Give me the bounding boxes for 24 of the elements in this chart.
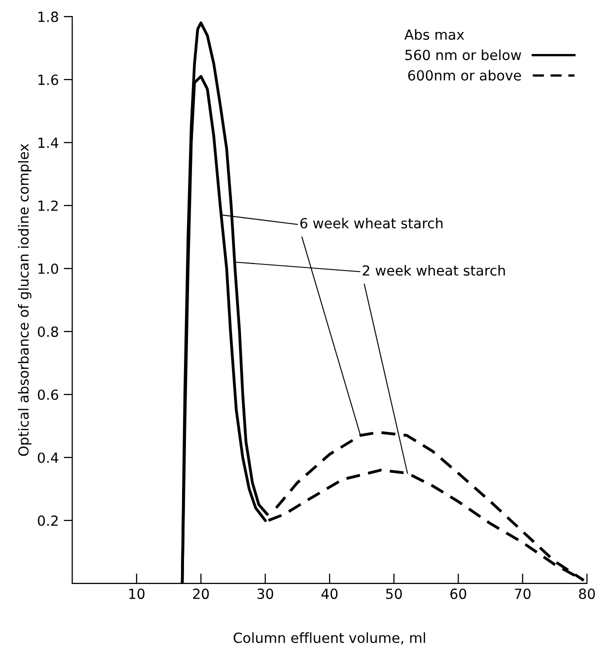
y-tick-label: 0.4 — [38, 452, 58, 463]
y-axis-title: Optical absorbance of glucan iodine complex — [18, 144, 32, 456]
x-tick-label: 70 — [514, 588, 531, 600]
y-tick-label: 1.4 — [38, 138, 58, 148]
y-tick-label: 1.8 — [38, 12, 58, 22]
x-tick-label: 50 — [386, 588, 402, 600]
legend-title: Abs max — [404, 29, 464, 40]
y-tick-label: 0.6 — [38, 389, 58, 400]
legend-label: 560 nm or below — [405, 49, 522, 60]
annotation: 2 week wheat starch — [362, 264, 505, 276]
y-tick-label: 1.2 — [38, 200, 58, 211]
annotation: 6 week wheat starch — [300, 218, 442, 228]
x-tick-label: 20 — [193, 588, 209, 600]
y-tick-label: 0.8 — [38, 326, 58, 337]
legend-label: 600nm or above — [408, 70, 521, 81]
x-tick-label: 60 — [450, 588, 466, 600]
x-axis-title: Column effluent volume, ml — [234, 632, 426, 644]
x-tick-label: 40 — [321, 588, 338, 600]
y-tick-label: 0.2 — [38, 515, 58, 526]
x-tick-label: 10 — [129, 588, 144, 600]
y-tick-label: 1.0 — [38, 263, 58, 274]
y-tick-label: 1.6 — [38, 74, 58, 86]
x-tick-label: 80 — [579, 588, 595, 600]
x-tick-label: 30 — [257, 588, 274, 600]
